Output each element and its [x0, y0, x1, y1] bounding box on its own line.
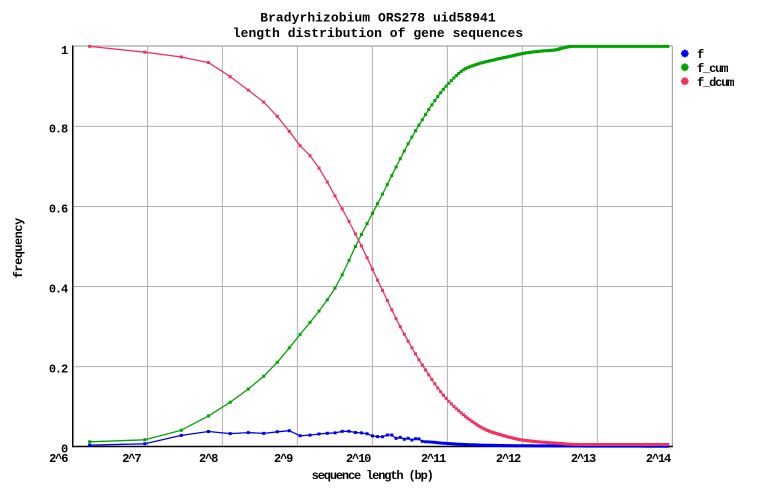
svg-text:2^6: 2^6 — [49, 452, 68, 466]
svg-text:2^12: 2^12 — [496, 452, 521, 466]
svg-text:sequence length (bp): sequence length (bp) — [312, 469, 433, 483]
svg-text:length distribution of gene se: length distribution of gene sequences — [233, 26, 524, 41]
svg-text:2^11: 2^11 — [421, 452, 446, 466]
svg-text:frequency: frequency — [12, 218, 26, 278]
svg-text:2^9: 2^9 — [274, 452, 293, 466]
svg-text:Bradyrhizobium ORS278 uid58941: Bradyrhizobium ORS278 uid58941 — [260, 10, 496, 25]
svg-text:1: 1 — [61, 44, 68, 58]
svg-text:f_dcum: f_dcum — [697, 76, 734, 90]
svg-text:2^14: 2^14 — [646, 452, 671, 466]
svg-text:f_cum: f_cum — [697, 62, 728, 76]
svg-text:2^8: 2^8 — [199, 452, 218, 466]
svg-text:0.6: 0.6 — [49, 203, 68, 217]
svg-text:2^7: 2^7 — [122, 452, 141, 466]
svg-text:2^10: 2^10 — [346, 452, 371, 466]
svg-text:2^13: 2^13 — [571, 452, 596, 466]
svg-text:f: f — [697, 48, 704, 62]
svg-text:0.2: 0.2 — [49, 363, 68, 377]
svg-text:0: 0 — [61, 443, 68, 457]
svg-text:0.4: 0.4 — [49, 283, 68, 297]
svg-text:0.8: 0.8 — [49, 123, 68, 137]
